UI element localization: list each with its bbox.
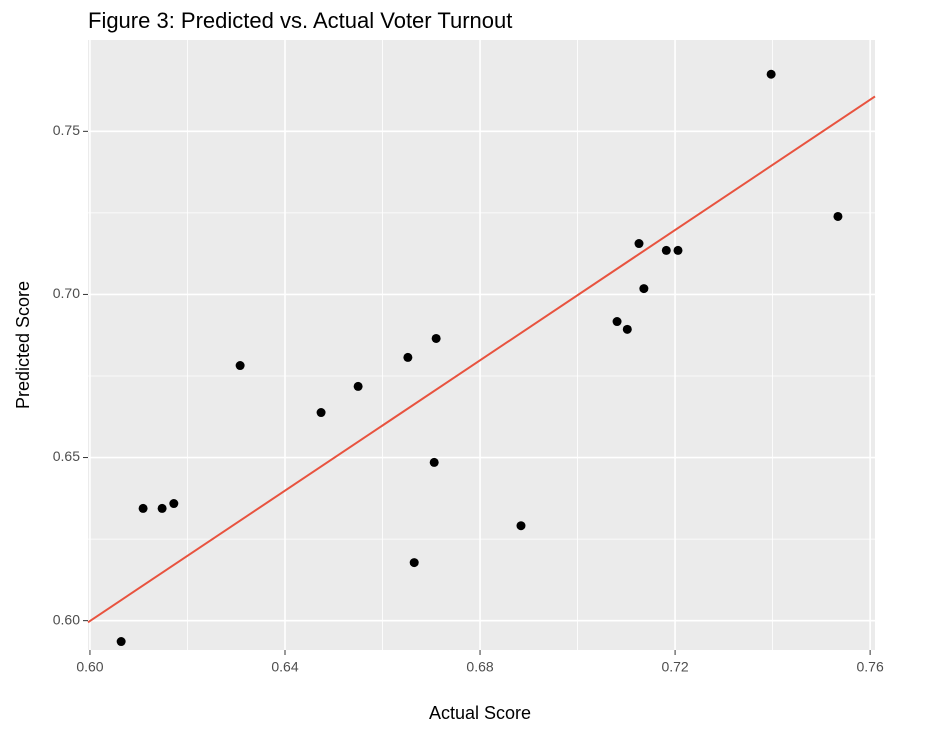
x-axis-title: Actual Score xyxy=(429,703,531,723)
y-axis-title: Predicted Score xyxy=(13,281,33,409)
point xyxy=(235,361,245,371)
x-tick-label: 0.60 xyxy=(76,659,103,675)
point xyxy=(634,239,644,249)
point xyxy=(639,284,649,294)
point xyxy=(169,499,179,509)
point xyxy=(622,324,632,334)
y-tick-label: 0.65 xyxy=(53,448,80,464)
x-tick-label: 0.76 xyxy=(856,659,883,675)
x-tick-label: 0.72 xyxy=(661,659,688,675)
point xyxy=(766,69,776,79)
point xyxy=(157,503,167,513)
x-tick-label: 0.64 xyxy=(271,659,298,675)
point xyxy=(431,333,441,343)
point xyxy=(661,245,671,255)
fit-line xyxy=(87,95,876,624)
point xyxy=(612,317,622,327)
point xyxy=(116,637,126,647)
point xyxy=(403,352,413,362)
point xyxy=(833,211,843,221)
plot-panel xyxy=(88,40,875,650)
point xyxy=(409,558,419,568)
y-tick-label: 0.60 xyxy=(53,611,80,627)
y-tick-label: 0.70 xyxy=(53,285,80,301)
chart-title: Figure 3: Predicted vs. Actual Voter Tur… xyxy=(88,8,512,33)
y-tick-label: 0.75 xyxy=(53,122,80,138)
point xyxy=(516,521,526,531)
x-tick-label: 0.68 xyxy=(466,659,493,675)
point xyxy=(673,245,683,255)
point xyxy=(316,408,326,418)
point xyxy=(353,381,363,391)
point xyxy=(138,503,148,513)
point xyxy=(429,457,439,467)
